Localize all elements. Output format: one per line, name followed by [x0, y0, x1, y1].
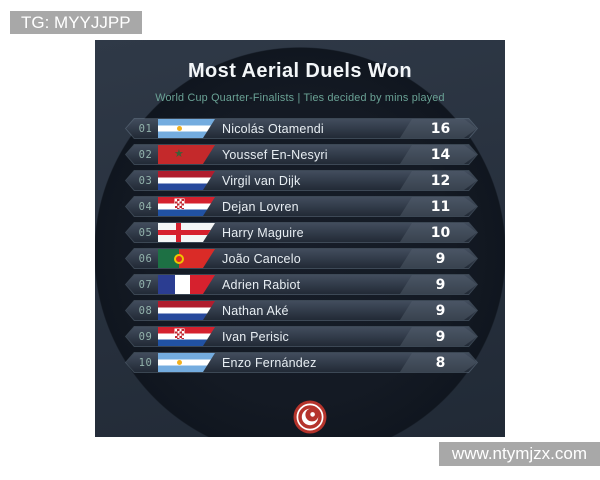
value-label: 9: [435, 276, 446, 293]
value-chip: 9: [400, 301, 477, 320]
row-surface: 03 Virgil van Dijk 12: [126, 171, 477, 190]
rank-label: 09: [138, 330, 153, 343]
value-label: 16: [430, 120, 451, 137]
row-surface: 02 Youssef En-Nesyri 14: [126, 145, 477, 164]
row-surface: 10 Enzo Fernández 8: [126, 353, 477, 372]
rank-label: 08: [138, 304, 153, 317]
player-name: Virgil van Dijk: [222, 173, 301, 188]
website-watermark-label: www.ntymjzx.com: [451, 444, 587, 463]
website-watermark: www.ntymjzx.com: [438, 442, 600, 466]
value-chip: 10: [400, 223, 477, 242]
value-chip: 11: [400, 197, 477, 216]
player-name: Enzo Fernández: [222, 355, 317, 370]
value-label: 9: [435, 302, 446, 319]
table-row: 09 Ivan Perisic 9: [125, 326, 478, 347]
value-chip: 16: [400, 119, 477, 138]
player-name: Adrien Rabiot: [222, 277, 301, 292]
table-row: 05 Harry Maguire 10: [125, 222, 478, 243]
table-row: 01 Nicolás Otamendi 16: [125, 118, 478, 139]
card-subtitle: World Cup Quarter-Finalists | Ties decid…: [155, 92, 445, 104]
value-chip: 9: [400, 249, 477, 268]
flag-portugal-icon: [158, 249, 215, 268]
rank-label: 07: [138, 278, 153, 291]
value-chip: 8: [400, 353, 477, 372]
value-label: 10: [430, 224, 451, 241]
value-chip: 9: [400, 275, 477, 294]
value-chip: 12: [400, 171, 477, 190]
publisher-logo-icon: [293, 400, 327, 434]
player-name: Dejan Lovren: [222, 199, 299, 214]
rank-label: 02: [138, 148, 153, 161]
value-label: 14: [430, 146, 451, 163]
value-chip: 9: [400, 327, 477, 346]
stats-card: Most Aerial Duels Won World Cup Quarter-…: [95, 40, 505, 437]
flag-argentina-icon: [158, 353, 215, 372]
flag-england-icon: [158, 223, 215, 242]
player-ranking-list: 01 Nicolás Otamendi 16 02 Youssef En-Nesyri 1…: [125, 118, 478, 378]
player-name: Nicolás Otamendi: [222, 121, 324, 136]
player-name: João Cancelo: [222, 251, 301, 266]
flag-croatia-icon: [158, 197, 215, 216]
table-row: 04 Dejan Lovren 11: [125, 196, 478, 217]
telegram-watermark: TG: MYYJJPP: [10, 11, 142, 34]
rank-label: 04: [138, 200, 153, 213]
rank-label: 10: [138, 356, 153, 369]
value-chip: 14: [400, 145, 477, 164]
flag-croatia-icon: [158, 327, 215, 346]
value-label: 8: [435, 354, 446, 371]
value-label: 9: [435, 250, 446, 267]
row-surface: 05 Harry Maguire 10: [126, 223, 477, 242]
row-surface: 07 Adrien Rabiot 9: [126, 275, 477, 294]
row-surface: 06 João Cancelo 9: [126, 249, 477, 268]
rank-label: 05: [138, 226, 153, 239]
flag-netherlands-icon: [158, 171, 215, 190]
value-label: 9: [435, 328, 446, 345]
value-label: 12: [430, 172, 451, 189]
flag-argentina-icon: [158, 119, 215, 138]
player-name: Nathan Aké: [222, 303, 289, 318]
row-surface: 08 Nathan Aké 9: [126, 301, 477, 320]
rank-label: 01: [138, 122, 153, 135]
table-row: 10 Enzo Fernández 8: [125, 352, 478, 373]
rank-label: 06: [138, 252, 153, 265]
table-row: 07 Adrien Rabiot 9: [125, 274, 478, 295]
card-title: Most Aerial Duels Won: [188, 60, 412, 82]
table-row: 06 João Cancelo 9: [125, 248, 478, 269]
flag-netherlands-icon: [158, 301, 215, 320]
flag-france-icon: [158, 275, 215, 294]
rank-label: 03: [138, 174, 153, 187]
value-label: 11: [430, 198, 451, 215]
telegram-watermark-label: TG: MYYJJPP: [21, 13, 131, 32]
row-surface: 01 Nicolás Otamendi 16: [126, 119, 477, 138]
player-name: Ivan Perisic: [222, 329, 290, 344]
flag-morocco-icon: [158, 145, 215, 164]
table-row: 02 Youssef En-Nesyri 14: [125, 144, 478, 165]
player-name: Youssef En-Nesyri: [222, 147, 328, 162]
table-row: 08 Nathan Aké 9: [125, 300, 478, 321]
row-surface: 04 Dejan Lovren 11: [126, 197, 477, 216]
table-row: 03 Virgil van Dijk 12: [125, 170, 478, 191]
row-surface: 09 Ivan Perisic 9: [126, 327, 477, 346]
player-name: Harry Maguire: [222, 225, 304, 240]
